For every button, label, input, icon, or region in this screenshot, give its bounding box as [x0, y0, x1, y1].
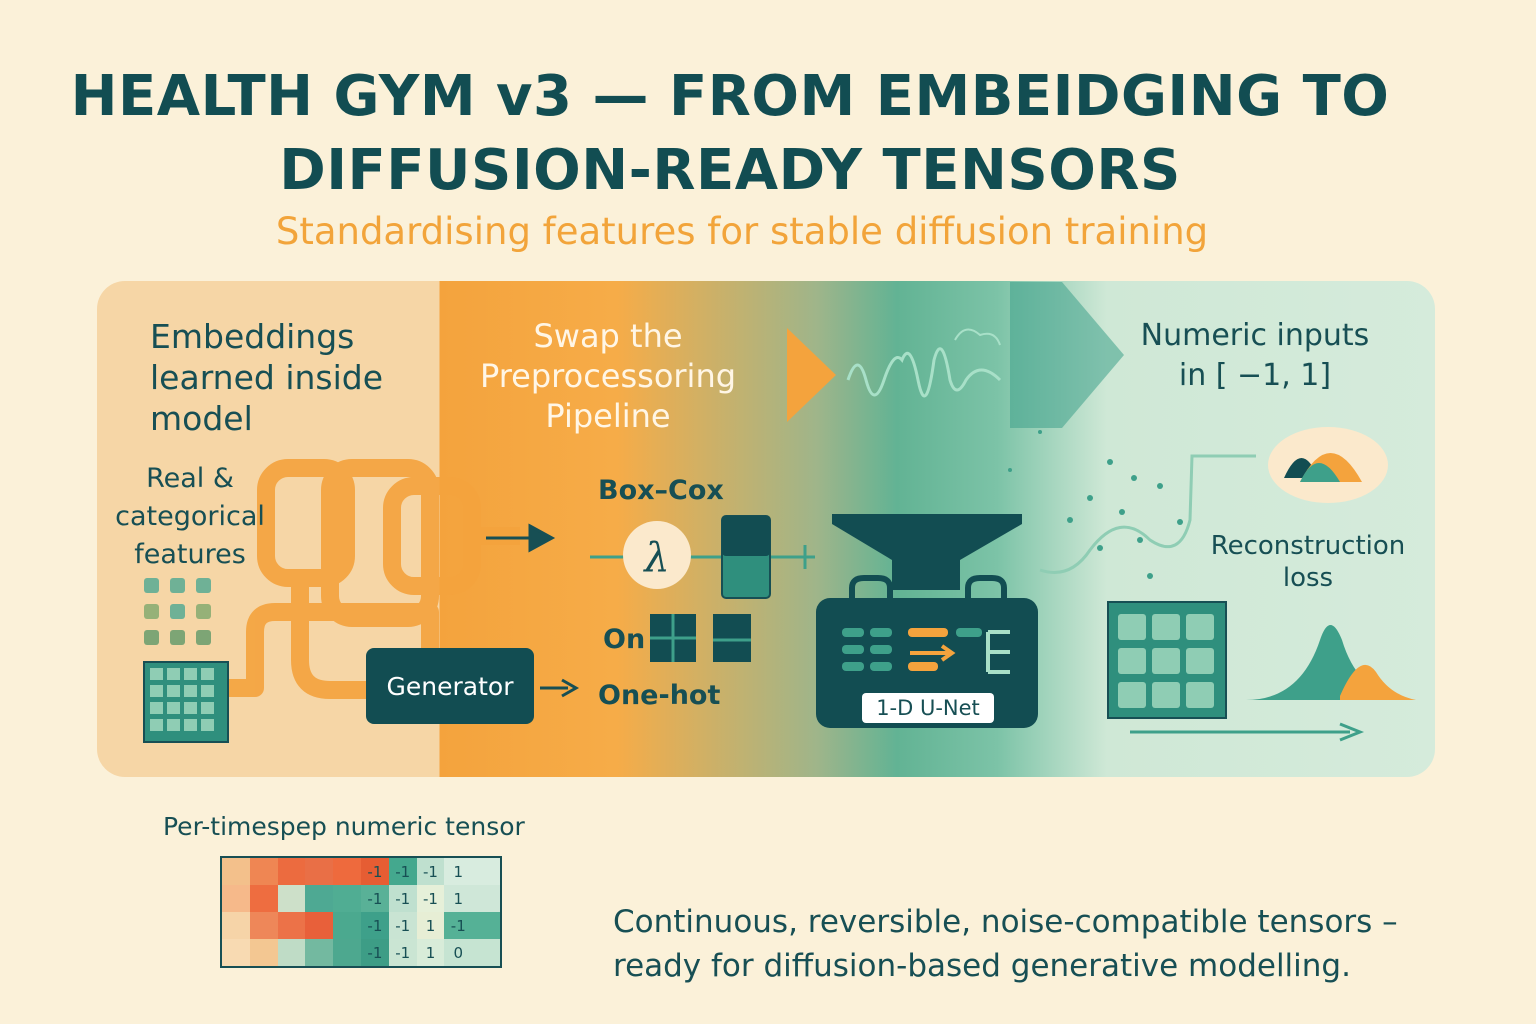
reconstruction-label: Reconstruction loss: [1210, 531, 1406, 593]
funnel-icon: [832, 514, 1022, 590]
lambda-symbol: λ: [642, 535, 669, 581]
teal-chevron: [1010, 282, 1124, 428]
tensor-label: Per-timespep numeric tensor: [163, 812, 525, 841]
unet-label: 1-D U-Net: [862, 693, 994, 723]
feature-dots: [144, 578, 211, 645]
input-matrix-icon: [143, 661, 229, 743]
arrow-to-boxcox-icon: [486, 523, 556, 553]
arrow-to-onehot-icon: [540, 678, 580, 698]
noise-particles: [1008, 430, 1183, 579]
reconstruction-curve: [1039, 454, 1256, 574]
flow-arrow-icon: [787, 328, 836, 422]
tensor-cell: [222, 939, 250, 966]
tensor-cell: [472, 912, 500, 939]
tensor-cell: -1: [360, 858, 389, 885]
tensor-cell: [305, 858, 334, 885]
onehot-label: One-hot: [598, 680, 721, 711]
numeric-tensor-grid: -1 -1 -1 1 -1 -1 -1 1 -1 -1 1 -1 -1 -1 1 0: [220, 856, 502, 968]
tensor-cell: 1: [444, 885, 473, 912]
title-line-1: HEALTH GYM v3 — FROM EMBEIDGING TO: [70, 64, 1390, 129]
tensor-cell: [305, 885, 334, 912]
tensor-cell: -1: [388, 912, 417, 939]
tensor-cell: [333, 858, 361, 885]
tensor-cell: [333, 885, 361, 912]
tensor-cell: -1: [444, 912, 473, 939]
signal-wave: [846, 347, 1002, 398]
tensor-cell: [277, 912, 306, 939]
distribution-curves: [1246, 625, 1416, 700]
tensor-cell: [249, 939, 278, 966]
tensor-cell: [249, 885, 278, 912]
tensor-cell: [277, 939, 306, 966]
tensor-cell: [222, 858, 250, 885]
embedding-pipes: [228, 459, 520, 709]
tensor-cell: [249, 912, 278, 939]
tensor-cell: [277, 858, 306, 885]
embeddings-heading: Embeddings learned inside model: [150, 317, 384, 438]
swap-heading: Swap the Preprocessoring Pipeline: [479, 317, 737, 435]
tensor-cell: -1: [388, 858, 417, 885]
generator-box: Generator: [366, 648, 534, 724]
title-line-2: DIFFUSION-READY TENSORS: [279, 138, 1181, 203]
tensor-cell: -1: [416, 858, 445, 885]
tensor-cell: 0: [444, 939, 473, 966]
tensor-cell: -1: [416, 885, 445, 912]
tensor-cell: -1: [360, 912, 389, 939]
output-matrix-icon: [1107, 601, 1227, 719]
tensor-cell: [277, 885, 306, 912]
page-title: HEALTH GYM v3 — FROM EMBEIDGING TO DIFFU…: [0, 60, 1460, 208]
tensor-cell: -1: [360, 885, 389, 912]
lambda-circle: [623, 521, 691, 589]
page-subtitle: Standardising features for stable diffus…: [275, 210, 1209, 253]
features-label: Real & categorical features: [115, 463, 265, 570]
tensor-cell: -1: [360, 939, 389, 966]
tensor-cell: [249, 858, 278, 885]
output-arrow-icon: [1130, 722, 1365, 742]
tensor-cell: 1: [416, 939, 445, 966]
tensor-cell: [333, 912, 361, 939]
tensor-cell: [222, 885, 250, 912]
tensor-cell: [472, 885, 500, 912]
tensor-cell: [472, 858, 500, 885]
tensor-cell: -1: [388, 939, 417, 966]
tensor-cell: [305, 912, 334, 939]
tensor-cell: [305, 939, 334, 966]
on-label: On: [603, 624, 646, 655]
tensor-cell: 1: [444, 858, 473, 885]
numeric-inputs-heading: Numeric inputs in [ −1, 1]: [1140, 318, 1370, 393]
boxcox-label: Box–Cox: [598, 475, 724, 506]
tensor-cell: -1: [388, 885, 417, 912]
tensor-cell: [472, 939, 500, 966]
tensor-cell: [333, 939, 361, 966]
caption: Continuous, reversible, noise-compatible…: [613, 904, 1398, 984]
tensor-cell: 1: [416, 912, 445, 939]
tensor-cell: [222, 912, 250, 939]
